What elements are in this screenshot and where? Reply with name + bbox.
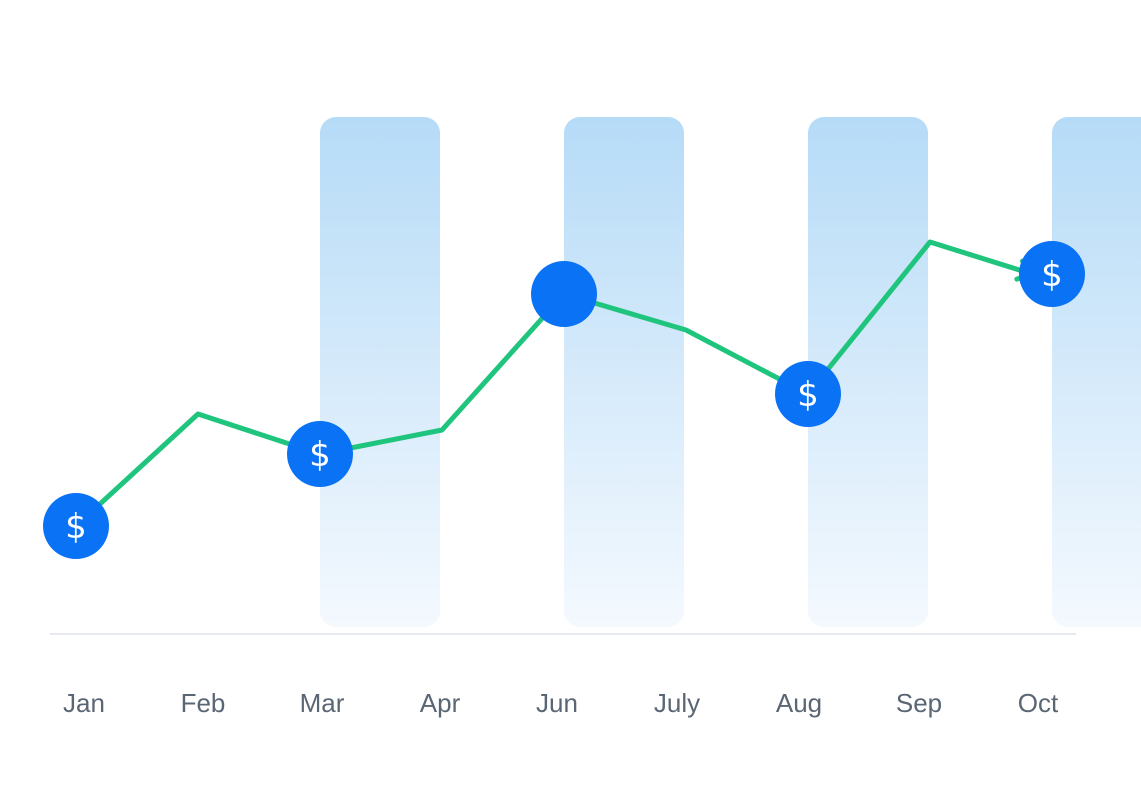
point-markers: $ $ $ $	[43, 241, 1085, 559]
band-sep	[1052, 117, 1141, 627]
coin-circle	[1019, 241, 1085, 307]
x-tick-label-feb: Feb	[181, 688, 226, 718]
band-feb	[320, 117, 440, 627]
dollar-glyph: $	[797, 375, 819, 415]
coin-circle	[287, 421, 353, 487]
coin-circle	[775, 361, 841, 427]
dollar-coin-icon: $	[43, 493, 109, 559]
band-apr	[564, 117, 684, 627]
point-dot-jun	[531, 261, 597, 327]
x-tick-label-mar: Mar	[300, 688, 345, 718]
dollar-coin-icon: $	[287, 421, 353, 487]
dollar-glyph: $	[309, 435, 331, 475]
x-tick-label-july: July	[654, 688, 700, 718]
dollar-glyph: $	[65, 507, 87, 547]
coin-circle	[43, 493, 109, 559]
dollar-coin-icon: $	[1019, 241, 1085, 307]
x-tick-label-jan: Jan	[63, 688, 105, 718]
x-tick-label-apr: Apr	[420, 688, 461, 718]
x-tick-label-oct: Oct	[1018, 688, 1059, 718]
x-axis-ticks: Jan Feb Mar Apr Jun July Aug Sep Oct	[63, 688, 1059, 718]
x-tick-label-aug: Aug	[776, 688, 822, 718]
band-july	[808, 117, 928, 627]
dollar-glyph: $	[1041, 255, 1063, 295]
x-tick-label-sep: Sep	[896, 688, 942, 718]
x-tick-label-jun: Jun	[536, 688, 578, 718]
dollar-coin-icon: $	[775, 361, 841, 427]
highlight-bands	[320, 117, 1141, 627]
